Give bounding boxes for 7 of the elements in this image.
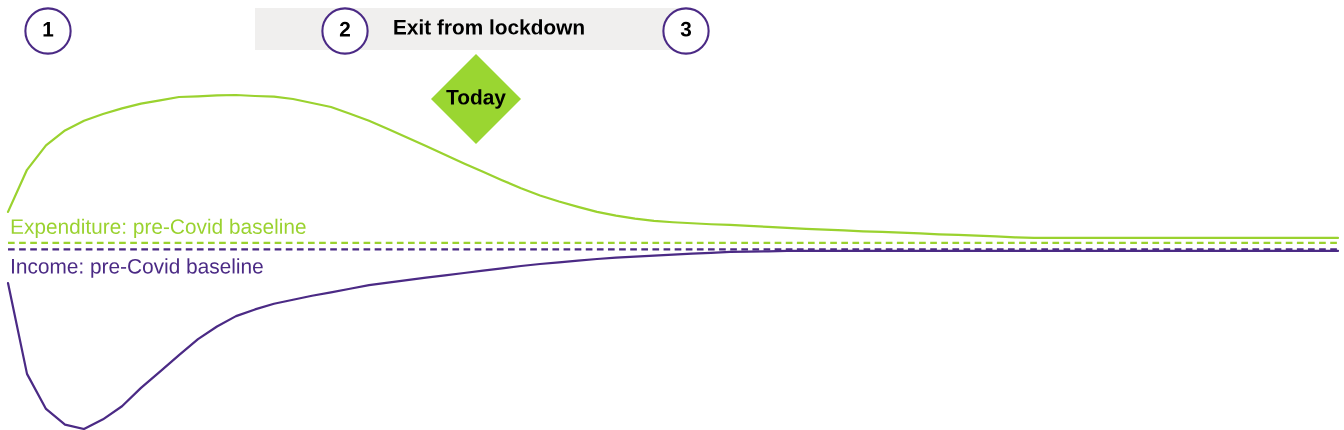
annotation: Today: [446, 89, 506, 109]
text: 3: [680, 21, 692, 37]
ref-line-label: Expenditure: pre-Covid baseline: [11, 218, 306, 239]
ref-line-label: Income: pre-Covid baseline: [12, 258, 263, 278]
text: 1: [43, 22, 54, 37]
text: Exit from lockdown: [394, 19, 584, 35]
text: 2: [339, 21, 350, 37]
